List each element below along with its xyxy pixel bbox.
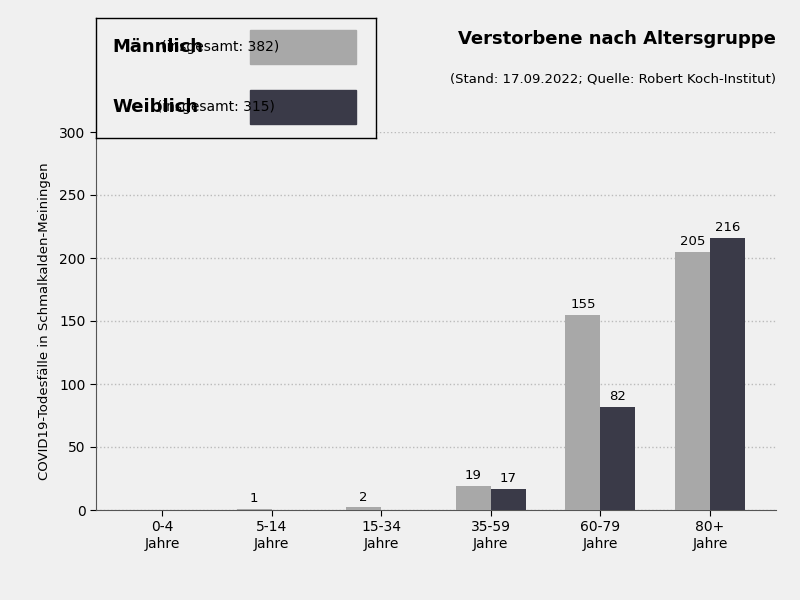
Bar (675, 252, 710, 510)
Bar (601, 407, 635, 510)
Text: Männlich: Männlich (113, 38, 204, 56)
Text: 82: 82 (610, 390, 626, 403)
Y-axis label: COVID19-Todesfälle in Schmalkalden-Meiningen: COVID19-Todesfälle in Schmalkalden-Meini… (38, 162, 51, 480)
Text: Weiblich: Weiblich (113, 98, 199, 116)
Bar (250, 30, 357, 64)
Bar (710, 238, 745, 510)
Bar (237, 509, 271, 510)
Text: 19: 19 (465, 469, 482, 482)
Text: 1: 1 (250, 492, 258, 505)
Text: (insgesamt: 382): (insgesamt: 382) (113, 40, 279, 54)
Text: (Stand: 17.09.2022; Quelle: Robert Koch-Institut): (Stand: 17.09.2022; Quelle: Robert Koch-… (450, 72, 776, 85)
Text: 2: 2 (359, 491, 368, 503)
Text: (insgesamt: 315): (insgesamt: 315) (113, 100, 274, 114)
Bar (456, 486, 491, 510)
Text: Verstorbene nach Altersgruppe: Verstorbene nach Altersgruppe (458, 30, 776, 48)
Bar (566, 314, 601, 510)
Text: 216: 216 (715, 221, 740, 234)
Bar (346, 508, 381, 510)
Text: 205: 205 (680, 235, 705, 248)
Bar (250, 90, 357, 124)
Text: 17: 17 (500, 472, 517, 485)
Bar (491, 488, 526, 510)
Text: 155: 155 (570, 298, 596, 311)
